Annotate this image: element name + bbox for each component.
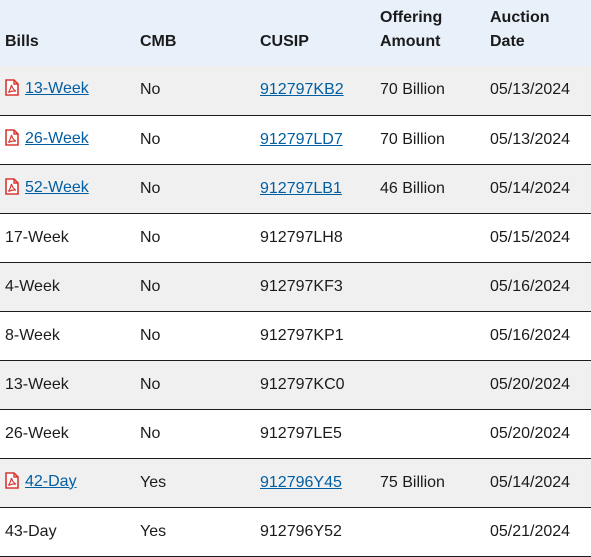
table-row: 43-Day Yes 912796Y52 05/21/2024: [0, 507, 591, 556]
cell-bill: 8-Week: [0, 311, 140, 360]
cusip-label: 912797LH8: [260, 228, 343, 246]
cell-cusip: 912796Y52: [260, 507, 380, 556]
header-offering-line1: Offering: [380, 9, 443, 26]
cell-bill: 26-Week: [0, 409, 140, 458]
cell-cusip: 912797LD7: [260, 115, 380, 164]
cell-auction-date: 05/16/2024: [490, 326, 571, 344]
header-auction-date: Auction Date: [490, 0, 591, 66]
cell-offering-amount: [380, 360, 490, 409]
cusip-label: 912797KC0: [260, 375, 345, 393]
cell-offering-amount: 70 Billion: [380, 81, 445, 99]
cell-bill: 52-Week: [0, 164, 140, 213]
header-offering-line2: Amount: [380, 33, 441, 50]
cell-auction-date: 05/21/2024: [490, 522, 571, 540]
cusip-label: 912796Y52: [260, 522, 342, 540]
cell-cmb: No: [140, 424, 161, 442]
cell-auction-date: 05/20/2024: [490, 375, 571, 393]
cell-cusip: 912797KP1: [260, 311, 380, 360]
bill-label: 26-Week: [5, 424, 69, 442]
cell-offering-amount: [380, 311, 490, 360]
cell-offering-amount: [380, 507, 490, 556]
cell-cmb: No: [140, 326, 161, 344]
table-header: Bills CMB CUSIP Offering Amount Auction Da…: [0, 0, 591, 66]
cell-auction-date: 05/13/2024: [490, 130, 571, 148]
cell-cmb: No: [140, 277, 161, 295]
table-body: 13-Week No 912797KB2 70 Billion 05/13/2024 26…: [0, 66, 591, 556]
header-bills: Bills: [5, 33, 39, 50]
cell-bill: 17-Week: [0, 213, 140, 262]
cell-cmb: No: [140, 179, 161, 197]
cell-bill: 4-Week: [0, 262, 140, 311]
cell-cusip: 912797LH8: [260, 213, 380, 262]
cusip-label: 912797KF3: [260, 277, 343, 295]
cusip-link[interactable]: 912797LD7: [260, 130, 343, 148]
table-row: 26-Week No 912797LE5 05/20/2024: [0, 409, 591, 458]
cell-cmb: Yes: [140, 473, 167, 491]
cell-cusip: 912797LB1: [260, 164, 380, 213]
bill-link[interactable]: 42-Day: [25, 472, 77, 490]
table-row: 26-Week No 912797LD7 70 Billion 05/13/2024: [0, 115, 591, 164]
table-row: 13-Week No 912797KB2 70 Billion 05/13/2024: [0, 66, 591, 115]
cell-offering-amount: 70 Billion: [380, 130, 445, 148]
cell-bill: 26-Week: [0, 115, 140, 164]
pdf-file-icon[interactable]: [5, 128, 19, 151]
cell-offering-amount: [380, 262, 490, 311]
cell-cmb: No: [140, 375, 161, 393]
cell-cmb: No: [140, 228, 161, 246]
cell-offering-amount: [380, 213, 490, 262]
cell-bill: 13-Week: [0, 66, 140, 115]
cell-auction-date: 05/13/2024: [490, 81, 571, 99]
pdf-file-icon[interactable]: [5, 79, 19, 101]
bill-label: 13-Week: [5, 375, 69, 393]
cell-offering-amount: 75 Billion: [380, 473, 445, 491]
pdf-file-icon[interactable]: [5, 471, 19, 494]
bill-label: 43-Day: [5, 522, 57, 540]
table-row: 8-Week No 912797KP1 05/16/2024: [0, 311, 591, 360]
header-cmb: CMB: [140, 33, 177, 50]
cusip-link[interactable]: 912797LB1: [260, 179, 342, 197]
cusip-label: 912797KP1: [260, 326, 344, 344]
cusip-label: 912797LE5: [260, 424, 342, 442]
cell-cmb: Yes: [140, 522, 167, 540]
table-row: 17-Week No 912797LH8 05/15/2024: [0, 213, 591, 262]
cusip-link[interactable]: 912796Y45: [260, 473, 342, 491]
pdf-file-icon[interactable]: [5, 177, 19, 200]
cell-auction-date: 05/16/2024: [490, 277, 571, 295]
cell-auction-date: 05/20/2024: [490, 424, 571, 442]
cusip-link[interactable]: 912797KB2: [260, 81, 344, 99]
header-auction-line1: Auction: [490, 9, 550, 26]
header-offering-amount: Offering Amount: [380, 0, 490, 66]
cell-auction-date: 05/14/2024: [490, 473, 571, 491]
cell-bill: 42-Day: [0, 458, 140, 507]
cell-cusip: 912796Y45: [260, 458, 380, 507]
cell-offering-amount: 46 Billion: [380, 179, 445, 197]
cell-cusip: 912797KC0: [260, 360, 380, 409]
cell-auction-date: 05/15/2024: [490, 228, 571, 246]
cell-cmb: No: [140, 81, 161, 99]
bill-label: 17-Week: [5, 228, 69, 246]
bill-label: 8-Week: [5, 326, 60, 344]
cell-bill: 13-Week: [0, 360, 140, 409]
table-row: 52-Week No 912797LB1 46 Billion 05/14/2024: [0, 164, 591, 213]
bill-link[interactable]: 26-Week: [25, 129, 89, 147]
bill-link[interactable]: 52-Week: [25, 178, 89, 196]
cell-auction-date: 05/14/2024: [490, 179, 571, 197]
table-row: 4-Week No 912797KF3 05/16/2024: [0, 262, 591, 311]
cell-cusip: 912797KF3: [260, 262, 380, 311]
cell-cmb: No: [140, 130, 161, 148]
cell-cusip: 912797KB2: [260, 66, 380, 115]
table-row: 13-Week No 912797KC0 05/20/2024: [0, 360, 591, 409]
cell-bill: 43-Day: [0, 507, 140, 556]
table-row: 42-Day Yes 912796Y45 75 Billion 05/14/2024: [0, 458, 591, 507]
header-auction-line2: Date: [490, 33, 525, 50]
cell-cusip: 912797LE5: [260, 409, 380, 458]
header-row: Bills CMB CUSIP Offering Amount Auction Da…: [0, 0, 591, 66]
header-cusip: CUSIP: [260, 33, 309, 50]
bill-label: 4-Week: [5, 277, 60, 295]
bill-link[interactable]: 13-Week: [25, 80, 89, 98]
cell-offering-amount: [380, 409, 490, 458]
